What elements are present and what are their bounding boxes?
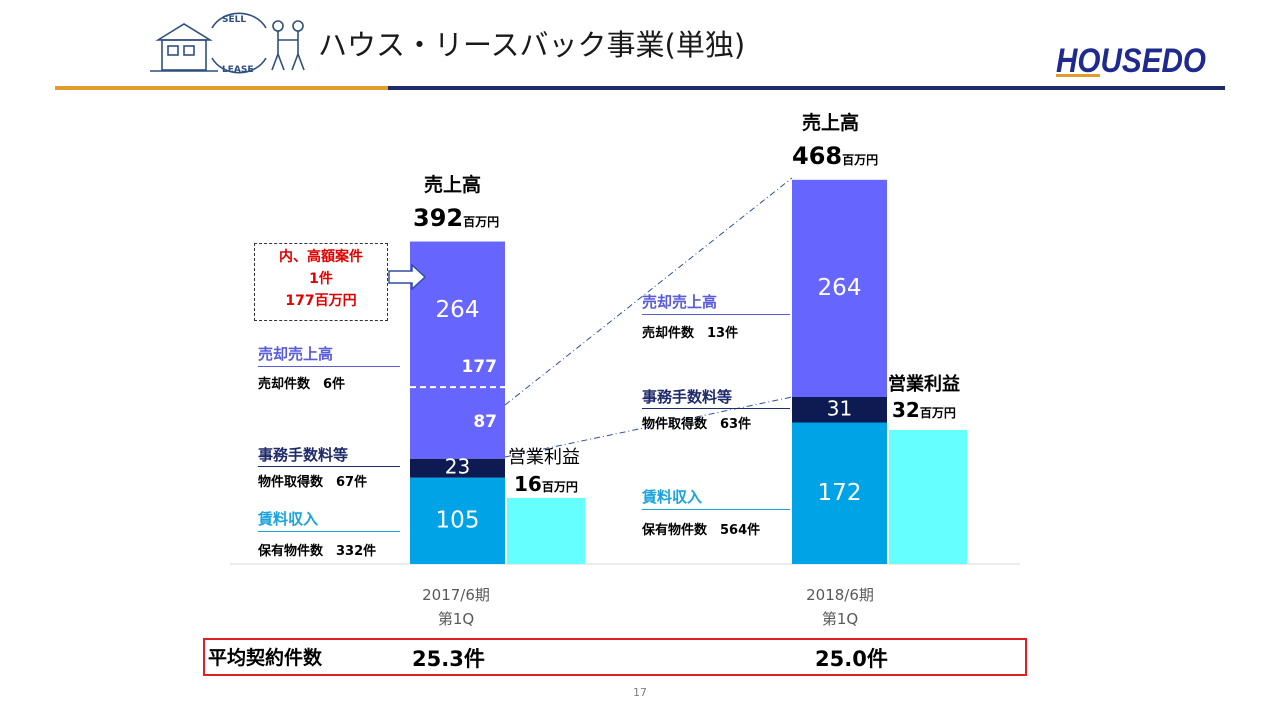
rent-label-2017: 賃料収入 — [258, 510, 319, 528]
fee-label-2017: 事務手数料等 — [258, 446, 349, 464]
bar-value-rent-0: 105 — [436, 507, 480, 533]
bar-value-sales-0: 264 — [436, 297, 480, 323]
header-rule-navy — [388, 86, 1225, 90]
fee-count-2018: 物件取得数 63件 — [642, 417, 752, 432]
bar-sales-1 — [792, 179, 887, 398]
bar-value-fees-0: 23 — [445, 455, 470, 479]
sale-high-value-label: 177 — [462, 357, 498, 377]
header-rule-orange — [55, 86, 388, 90]
bar-profit-1 — [889, 430, 967, 564]
callout-text: 内、高額案件 1件 177百万円 — [279, 249, 363, 309]
connector-sales — [504, 177, 793, 406]
bar-fees-1 — [792, 397, 887, 423]
rent-label-2018: 賃料収入 — [642, 488, 703, 506]
avg-contract-label: 平均契約件数 — [208, 647, 323, 669]
connector-fees — [504, 396, 793, 458]
sale-label-underline-2018 — [642, 314, 790, 315]
bar-fees-0 — [410, 458, 505, 478]
fee-count-2017: 物件取得数 67件 — [258, 475, 368, 490]
sale-label-2018: 売却売上高 — [642, 293, 718, 311]
sale-label-underline-2017 — [258, 366, 400, 367]
rent-label-underline-2017 — [258, 531, 400, 532]
fee-label-underline-2017 — [258, 466, 400, 467]
rent-label-underline-2018 — [642, 509, 790, 510]
sale-label-2017: 売却売上高 — [258, 345, 334, 363]
profit-value-2018: 32百万円 — [892, 398, 956, 422]
sell-lease-illustration: SELL LEASE — [150, 12, 305, 75]
fee-label-underline-2018 — [642, 408, 790, 409]
sale-count-2018: 売却件数 13件 — [642, 326, 739, 341]
bar-value-rent-1: 172 — [818, 480, 862, 506]
sales-total-2017: 392百万円 — [413, 204, 500, 232]
bar-value-sales-1: 264 — [818, 275, 862, 301]
avg-contract-2018: 25.0件 — [815, 647, 888, 671]
high-value-callout — [254, 243, 388, 321]
page-title: ハウス・リースバック事業(単独) — [318, 28, 746, 62]
svg-text:SELL: SELL — [222, 15, 246, 25]
bar-sales-0 — [410, 241, 505, 459]
page-number: 17 — [633, 686, 647, 699]
profit-title-2018: 営業利益 — [888, 374, 960, 395]
profit-value-2017: 16百万円 — [514, 472, 578, 496]
fee-label-2018: 事務手数料等 — [642, 388, 733, 406]
rent-count-2018: 保有物件数 564件 — [642, 523, 761, 538]
profit-title-2017: 営業利益 — [508, 447, 580, 468]
bar-rent-1 — [792, 422, 887, 564]
x-label-2017: 2017/6期 第1Q — [422, 586, 490, 628]
rent-count-2017: 保有物件数 332件 — [258, 544, 377, 559]
x-label-2018: 2018/6期 第1Q — [806, 586, 874, 628]
avg-contract-box — [203, 638, 1027, 676]
sales-title-2017: 売上高 — [424, 174, 482, 196]
sales-total-2018: 468百万円 — [792, 142, 879, 170]
avg-contract-2017: 25.3件 — [412, 647, 485, 671]
svg-text:HOUSEDO: HOUSEDO — [1056, 42, 1206, 80]
sales-title-2018: 売上高 — [802, 112, 860, 134]
svg-text:LEASE: LEASE — [222, 65, 253, 75]
bar-profit-0 — [507, 498, 585, 564]
sale-count-2017: 売却件数 6件 — [258, 377, 346, 392]
bar-value-fees-1: 31 — [827, 396, 852, 420]
bar-rent-0 — [410, 477, 505, 564]
company-logo: HOUSEDO — [1056, 42, 1206, 80]
arrow-right-icon — [388, 264, 426, 290]
sale-other-label: 87 — [473, 412, 497, 432]
